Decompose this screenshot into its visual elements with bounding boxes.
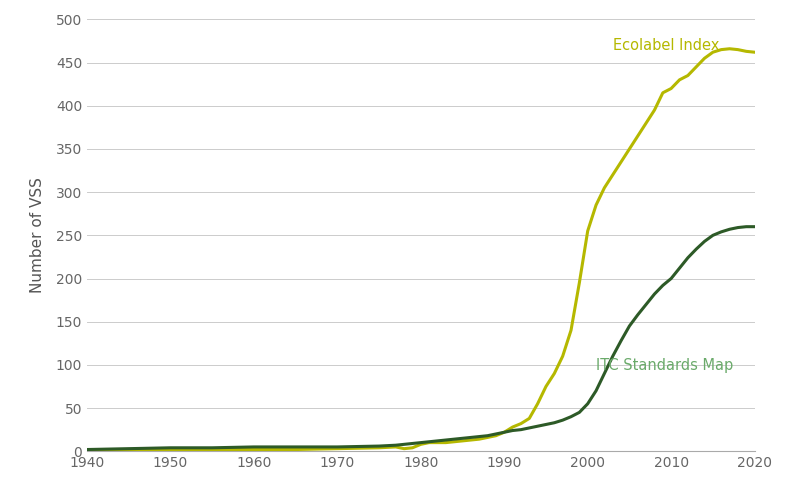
Text: Ecolabel Index: Ecolabel Index: [613, 38, 719, 53]
Text: ITC Standards Map: ITC Standards Map: [596, 358, 733, 373]
Y-axis label: Number of VSS: Number of VSS: [30, 177, 45, 293]
